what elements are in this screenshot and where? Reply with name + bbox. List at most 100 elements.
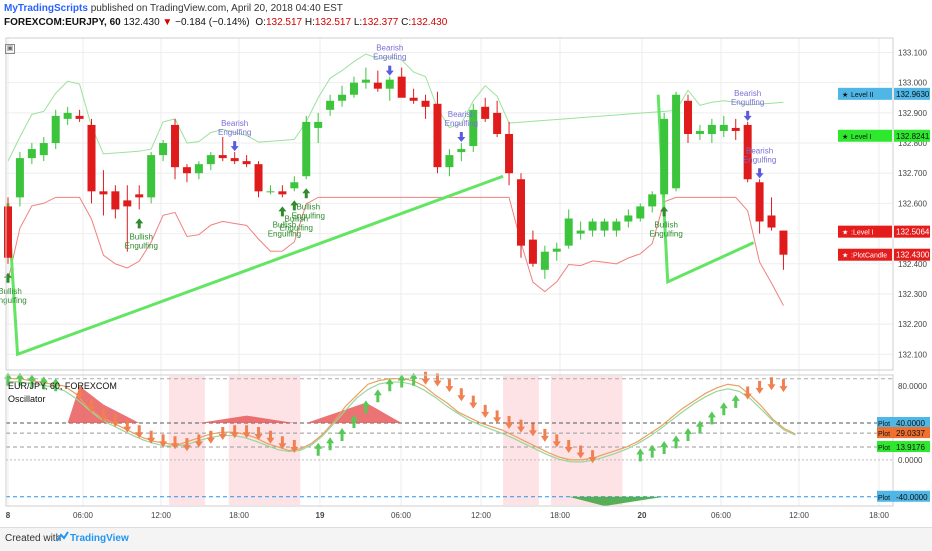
oscillator-red-area [67, 386, 140, 423]
price-tick-label: 132.800 [898, 139, 927, 148]
price-tick-label: 132.700 [898, 169, 927, 178]
candle-body [457, 149, 466, 153]
created-with: Created with [5, 533, 62, 544]
chart-canvas[interactable]: BullishEngulfingBullishEngulfingBearishE… [0, 0, 932, 527]
bullish-engulfing-label: Bullish [273, 220, 297, 229]
symbol-name[interactable]: FOREXCOM:EURJPY, 60 [4, 17, 121, 28]
bearish-arrow-icon [230, 141, 239, 152]
time-tick-label: 19 [316, 511, 325, 520]
oscillator-up-arrow [373, 389, 382, 403]
candle-body [290, 182, 299, 189]
oscillator-up-arrow [636, 448, 645, 462]
oscillator-down-arrow [588, 450, 597, 464]
oscillator-tag [877, 416, 894, 428]
ohlc-open-label: O: [255, 17, 266, 28]
candle-body [87, 124, 96, 192]
oscillator-down-arrow [171, 436, 180, 450]
candle-body [135, 194, 144, 198]
oscillator-value-box [894, 490, 930, 502]
candle-body [564, 218, 573, 246]
candle-body [684, 100, 693, 134]
candle-body [445, 155, 454, 168]
candle-body [409, 97, 418, 101]
candle-body [147, 155, 156, 198]
price-tick-label: 132.100 [898, 350, 927, 359]
tradingview-logo-icon [56, 531, 69, 542]
oscillator-up-arrow [648, 444, 657, 458]
oscillator-down-arrow [493, 410, 502, 424]
oscillator-down-arrow [135, 425, 144, 439]
bullish-engulfing-label: Engulfing [292, 211, 325, 220]
oscillator-down-arrow [194, 434, 203, 448]
ohlc-high: 132.517 [314, 17, 352, 28]
candle-body [743, 124, 752, 180]
ohlc-open: 132.517 [265, 17, 303, 28]
level-tag-star-icon: ★ [842, 91, 848, 99]
ohlc-low: 132.377 [362, 17, 399, 28]
level-tag-star-icon: ★ [842, 133, 848, 141]
oscillator-tag-name: Plot [878, 445, 890, 452]
candle-body [624, 215, 633, 222]
oscillator-tag-name: Plot [878, 431, 890, 438]
oscillator-up-arrow [349, 415, 358, 429]
oscillator-down-arrow [516, 419, 525, 433]
tradingview-link[interactable]: TradingView [70, 533, 129, 544]
oscillator-down-arrow [278, 436, 287, 450]
oscillator-green-area [568, 496, 665, 506]
level-tag-name: Level I [851, 134, 872, 141]
bearish-engulfing-label: Engulfing [218, 128, 251, 137]
bearish-engulfing-label: Engulfing [731, 98, 764, 107]
oscillator-value-box [894, 441, 930, 453]
oscillator-down-arrow [767, 377, 776, 391]
level-tag-star-icon: ★ [842, 252, 848, 260]
main-pane-border [5, 37, 894, 371]
level-value-box [894, 225, 930, 238]
candle-body [719, 124, 728, 131]
candle-body [361, 79, 370, 83]
oscillator-down-arrow [505, 415, 514, 429]
level-tag [838, 248, 892, 261]
pink-shade-zone [228, 376, 301, 505]
oscillator-down-arrow [254, 427, 263, 441]
bearish-engulfing-label: Engulfing [373, 53, 406, 62]
candle-body [314, 121, 323, 128]
lower-band-line [7, 196, 784, 306]
level-value: 132.4300 [896, 251, 930, 260]
pink-shade-zone [550, 376, 623, 505]
bearish-arrow-icon [755, 168, 764, 179]
last-price: 132.430 [123, 17, 160, 28]
oscillator-tick-label: 0.0000 [898, 456, 923, 465]
time-tick-label: 8 [6, 511, 11, 520]
publisher-link[interactable]: MyTradingScripts [4, 3, 88, 14]
candle-body [159, 143, 168, 156]
price-tick-label: 132.900 [898, 109, 927, 118]
bullish-engulfing-label: Engulfing [280, 223, 313, 232]
candle-body [15, 158, 24, 198]
oscillator-subtitle: Oscillator [8, 394, 46, 404]
oscillator-down-arrow [421, 371, 430, 385]
candle-body [588, 221, 597, 231]
level-tag [838, 129, 892, 142]
candle-body [695, 130, 704, 134]
ohlc-high-label: H: [304, 17, 315, 28]
oscillator-down-arrow [779, 379, 788, 393]
level-value-box [894, 87, 930, 100]
bearish-arrow-icon [457, 132, 466, 143]
oscillator-up-arrow [314, 442, 323, 456]
publish-line: MyTradingScripts published on TradingVie… [4, 3, 343, 14]
time-tick-label: 06:00 [73, 511, 94, 520]
time-tick-label: 20 [638, 511, 647, 520]
candle-body [516, 179, 525, 246]
oscillator-up-arrow [39, 376, 48, 390]
price-tick-label: 132.200 [898, 320, 927, 329]
chart-settings-icon[interactable]: ▣ [5, 44, 15, 54]
bullish-arrow-icon [4, 272, 12, 283]
bullish-arrow-icon [135, 218, 144, 229]
oscillator-up-arrow [672, 435, 681, 449]
change-down-icon: ▼ [162, 17, 173, 28]
candle-body [194, 164, 203, 174]
time-tick-label: 12:00 [471, 511, 492, 520]
bearish-arrow-icon [385, 65, 394, 76]
oscillator-value: 40.0000 [896, 419, 925, 428]
time-tick-label: 18:00 [869, 511, 890, 520]
